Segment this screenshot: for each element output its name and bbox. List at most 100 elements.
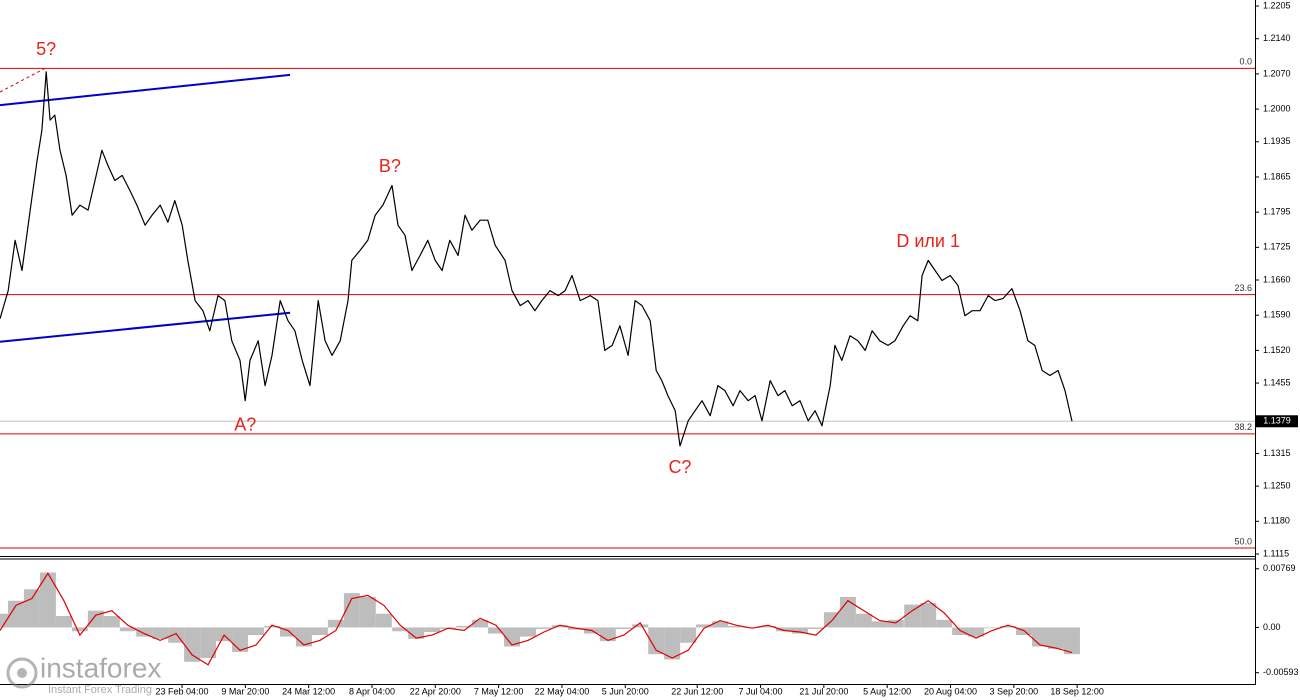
y-tick-label: 1.1250 (1263, 480, 1291, 490)
histogram-bar (664, 627, 681, 660)
y-tick-label: -0.00593 (1263, 667, 1299, 677)
histogram-bar (984, 627, 1001, 629)
histogram-bar (968, 627, 985, 637)
y-tick-label: 1.1115 (1263, 548, 1289, 558)
current-price-label: 1.1379 (1263, 416, 1291, 426)
histogram-bar (807, 627, 824, 629)
histogram-bar (327, 619, 344, 628)
histogram-bar (392, 627, 409, 632)
histogram-bar (615, 627, 632, 629)
histogram-bar (119, 627, 136, 632)
x-tick-label: 8 Apr 04:00 (349, 686, 395, 696)
histogram-bar (87, 610, 104, 628)
histogram-bar (871, 621, 888, 628)
histogram-bar (424, 627, 441, 633)
histogram-bar (7, 600, 24, 628)
histogram-bar (680, 627, 697, 643)
x-tick-label: 18 Sep 12:00 (1050, 686, 1104, 696)
wave-label: C? (668, 457, 691, 477)
y-tick-label: 1.1725 (1263, 242, 1291, 252)
x-tick-label: 22 May 04:00 (535, 686, 590, 696)
histogram-bar (0, 613, 8, 628)
y-tick-label: 1.1660 (1263, 274, 1291, 284)
histogram-bar (343, 593, 360, 628)
histogram-bar (184, 627, 201, 662)
histogram-bar (152, 627, 169, 639)
fib-level-label: 50.0 (1234, 536, 1252, 546)
x-tick-label: 23 Feb 04:00 (156, 686, 209, 696)
y-tick-label: 1.1590 (1263, 310, 1291, 320)
histogram-bar (1047, 627, 1064, 649)
histogram-bar (1000, 625, 1017, 628)
x-tick-label: 22 Apr 20:00 (410, 686, 461, 696)
histogram-bar (855, 613, 872, 628)
histogram-bar (520, 627, 536, 637)
histogram-bar (712, 621, 729, 628)
x-tick-label: 22 Jun 12:00 (671, 686, 723, 696)
x-tick-label: 21 Jul 20:00 (799, 686, 848, 696)
fib-level-label: 23.6 (1234, 283, 1252, 293)
trend-line (0, 311, 291, 343)
y-tick-label: 1.1455 (1263, 377, 1291, 387)
histogram-bar (488, 627, 505, 634)
y-tick-label: 1.1520 (1263, 345, 1291, 355)
price-line (0, 71, 1073, 447)
trend-line (0, 67, 46, 93)
wave-label: D или 1 (896, 231, 960, 251)
histogram-bar (648, 627, 665, 655)
histogram-bar (936, 619, 953, 628)
y-tick-label: 1.2205 (1263, 0, 1291, 10)
x-tick-label: 9 Mar 20:00 (221, 686, 269, 696)
histogram-bar (904, 604, 921, 628)
histogram-bar (55, 616, 72, 628)
histogram-bar (263, 625, 280, 628)
y-tick-label: 1.1180 (1263, 516, 1290, 526)
histogram-bar (39, 572, 56, 628)
watermark-icon (6, 657, 38, 689)
x-tick-label: 5 Aug 12:00 (863, 686, 911, 696)
y-tick-label: 0.00769 (1263, 563, 1296, 573)
y-tick-label: 1.1315 (1263, 448, 1291, 458)
histogram-bar (279, 627, 296, 637)
histogram-bar (103, 616, 120, 628)
y-tick-label: 1.2140 (1263, 33, 1291, 43)
y-tick-label: 1.1865 (1263, 171, 1291, 181)
current-price-box (1256, 415, 1298, 428)
y-tick-label: 1.2000 (1263, 103, 1291, 113)
histogram-bar (551, 625, 568, 628)
histogram-bar (375, 613, 392, 628)
watermark: instaforex Instant Forex Trading (6, 652, 161, 696)
plot-layer: 0.0 23.6 38.2 50.0 5? B? A? C? D или 1 (0, 39, 1255, 666)
histogram-bar (136, 627, 153, 637)
x-tick-label: 3 Sep 20:00 (990, 686, 1039, 696)
x-tick-label: 20 Aug 04:00 (924, 686, 977, 696)
histogram-bar (71, 627, 88, 632)
histogram-bar (359, 596, 376, 628)
fib-level-label: 0.0 (1239, 57, 1252, 67)
y-tick-label: 0.00 (1263, 622, 1281, 632)
histogram-bar (791, 627, 808, 634)
y-tick-label: 1.1935 (1263, 136, 1291, 146)
histogram-bar (23, 589, 40, 628)
histogram-bar (887, 619, 904, 628)
histogram-bar (696, 624, 713, 628)
watermark-icon (17, 668, 27, 678)
histogram-bar (632, 624, 649, 628)
watermark-title: instaforex (40, 652, 161, 683)
histogram-bar (248, 627, 264, 636)
histogram-bar (760, 625, 777, 628)
histogram-bar (456, 625, 473, 628)
histogram-bar (311, 627, 328, 636)
wave-label: A? (234, 415, 256, 435)
histogram-bar (200, 627, 217, 658)
histogram-bar (504, 627, 521, 647)
histogram-bar (535, 627, 552, 629)
histogram-bar (472, 619, 489, 628)
x-tick-label: 7 May 12:00 (474, 686, 524, 696)
histogram-bar (1032, 627, 1048, 647)
y-tick-label: 1.1795 (1263, 207, 1291, 217)
x-tick-label: 5 Jun 20:00 (602, 686, 649, 696)
